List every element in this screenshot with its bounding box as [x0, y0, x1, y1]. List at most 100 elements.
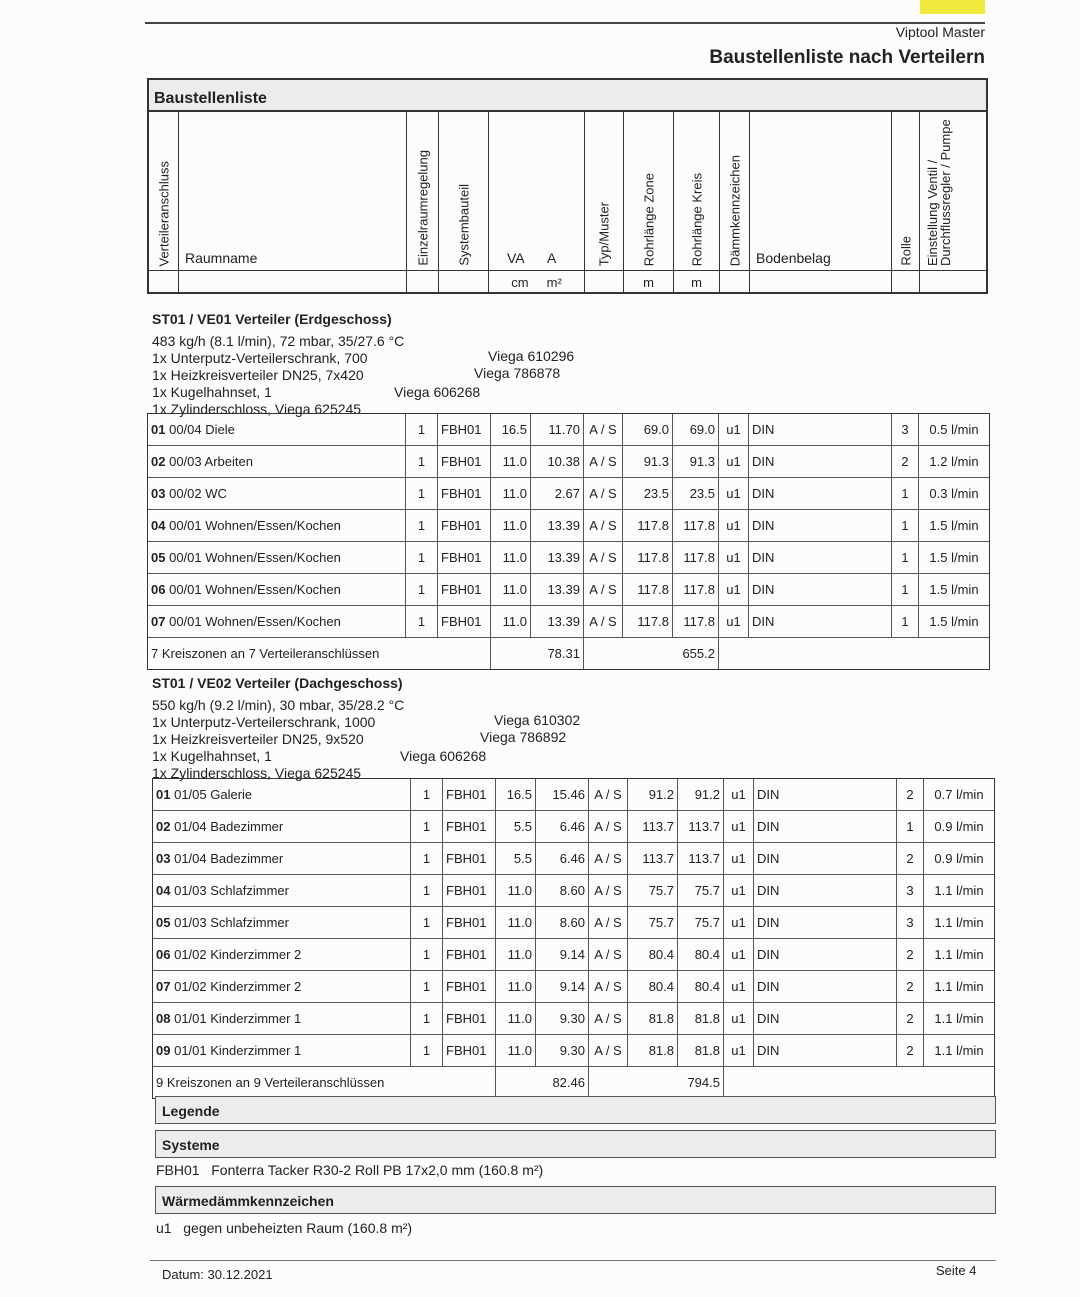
cell-va: 11.0 — [496, 1035, 536, 1066]
cell-rolle: 1 — [892, 478, 919, 509]
cell-erg: 1 — [406, 414, 438, 445]
cell-systembauteil: FBH01 — [438, 446, 491, 477]
cell-erg: 1 — [406, 510, 438, 541]
room-name: 00/03 Arbeiten — [169, 454, 253, 469]
cell-einstellung: 1.5 l/min — [929, 582, 979, 597]
cell-room: 09 01/01 Kinderzimmer 1 — [153, 1035, 411, 1066]
cell-rohr-kreis: 80.4 — [678, 971, 724, 1002]
cell-erg: 1 — [406, 542, 438, 573]
cell-einstellung: 1.1 l/min — [934, 1011, 984, 1026]
cell-va: 11.0 — [496, 971, 536, 1002]
cell-einstellung: 1.5 l/min — [929, 518, 979, 533]
circuit-number: 08 — [156, 1011, 171, 1026]
room-name: 00/01 Wohnen/Essen/Kochen — [169, 518, 341, 533]
divider — [150, 1260, 996, 1261]
circuit-number: 05 — [151, 550, 166, 565]
summary-row: 9 Kreiszonen an 9 Verteileranschlüssen 82… — [153, 1067, 994, 1098]
table-row: 07 00/01 Wohnen/Essen/Kochen 1 FBH01 11.0 13… — [148, 606, 989, 638]
circuit-number: 07 — [151, 614, 166, 629]
cell-area: 6.46 — [536, 811, 589, 842]
cell-rolle: 3 — [892, 414, 919, 445]
room-name: 00/04 Diele — [169, 422, 235, 437]
cell-room: 04 01/03 Schlafzimmer — [153, 875, 411, 906]
cell-rohr-zone: 113.7 — [628, 811, 678, 842]
col-rolle: Rolle — [898, 236, 913, 266]
room-name: 01/04 Badezimmer — [174, 819, 284, 834]
cell-systembauteil: FBH01 — [438, 414, 491, 445]
cell-daemm: u1 — [719, 414, 749, 445]
cell-room: 01 00/04 Diele — [148, 414, 406, 445]
cell-erg: 1 — [406, 446, 438, 477]
col-typ: Typ/Muster — [596, 201, 612, 266]
cell-bodenbelag: DIN — [754, 779, 897, 810]
component-ref: Viega 786892 — [480, 729, 567, 745]
cell-systembauteil: FBH01 — [443, 939, 496, 970]
component-item: 1x Heizkreisverteiler DN25, 9x520 — [152, 731, 364, 747]
cell-rohr-kreis: 117.8 — [673, 542, 719, 573]
summary-label: 9 Kreiszonen an 9 Verteileranschlüssen — [153, 1067, 496, 1098]
cell-bodenbelag: DIN — [749, 606, 892, 637]
cell-typ: A / S — [589, 939, 628, 970]
cell-area: 8.60 — [536, 875, 589, 906]
cell-einstellung: 1.5 l/min — [929, 614, 979, 629]
col-bodenbelag: Bodenbelag — [756, 250, 831, 266]
table-row: 03 00/02 WC 1 FBH01 11.0 2.67 A / S 23.5 23.5 u1… — [148, 478, 989, 510]
table-row: 08 01/01 Kinderzimmer 1 1 FBH01 11.0 9.30 A /… — [153, 1003, 994, 1035]
cell-room: 04 00/01 Wohnen/Essen/Kochen — [148, 510, 406, 541]
circuit-table: 01 01/05 Galerie 1 FBH01 16.5 15.46 A / S 91.2… — [152, 778, 995, 1099]
summary-length: 655.2 — [584, 638, 719, 669]
circuit-number: 09 — [156, 1043, 171, 1058]
cell-rohr-zone: 117.8 — [623, 510, 673, 541]
room-name: 01/02 Kinderzimmer 2 — [174, 979, 302, 994]
app-name: Viptool Master — [895, 24, 985, 40]
table-row: 04 01/03 Schlafzimmer 1 FBH01 11.0 8.60 A / S… — [153, 875, 994, 907]
table-row: 01 01/05 Galerie 1 FBH01 16.5 15.46 A / S 91.2… — [153, 779, 994, 811]
cell-erg: 1 — [411, 907, 443, 938]
unit-va: cm — [511, 275, 529, 290]
table-row: 02 01/04 Badezimmer 1 FBH01 5.5 6.46 A / S 113… — [153, 811, 994, 843]
cell-typ: A / S — [589, 843, 628, 874]
cell-systembauteil: FBH01 — [443, 843, 496, 874]
cell-einstellung: 1.1 l/min — [934, 883, 984, 898]
cell-rohr-kreis: 80.4 — [678, 939, 724, 970]
cell-bodenbelag: DIN — [754, 1035, 897, 1066]
system-description: Fonterra Tacker R30-2 Roll PB 17x2,0 mm … — [211, 1162, 544, 1178]
table-row: 04 00/01 Wohnen/Essen/Kochen 1 FBH01 11.0 13… — [148, 510, 989, 542]
cell-rohr-kreis: 69.0 — [673, 414, 719, 445]
cell-typ: A / S — [589, 971, 628, 1002]
cell-rohr-kreis: 81.8 — [678, 1003, 724, 1034]
cell-systembauteil: FBH01 — [443, 875, 496, 906]
table-row: 02 00/03 Arbeiten 1 FBH01 11.0 10.38 A / S 91.… — [148, 446, 989, 478]
cell-va: 11.0 — [496, 875, 536, 906]
cell-erg: 1 — [411, 1035, 443, 1066]
cell-area: 13.39 — [531, 542, 584, 573]
cell-bodenbelag: DIN — [749, 542, 892, 573]
room-name: 01/05 Galerie — [174, 787, 253, 802]
cell-rohr-zone: 80.4 — [628, 939, 678, 970]
cell-typ: A / S — [584, 542, 623, 573]
circuit-number: 01 — [156, 787, 171, 802]
cell-systembauteil: FBH01 — [443, 1003, 496, 1034]
cell-einstellung: 0.7 l/min — [934, 787, 984, 802]
table-row: 06 01/02 Kinderzimmer 2 1 FBH01 11.0 9.14 A /… — [153, 939, 994, 971]
cell-typ: A / S — [584, 574, 623, 605]
unit-zone: m — [624, 271, 674, 293]
cell-rohr-kreis: 117.8 — [673, 510, 719, 541]
cell-systembauteil: FBH01 — [443, 971, 496, 1002]
circuit-number: 02 — [151, 454, 166, 469]
cell-area: 9.14 — [536, 939, 589, 970]
table-row: 07 01/02 Kinderzimmer 2 1 FBH01 11.0 9.14 A /… — [153, 971, 994, 1003]
cell-einstellung: 1.1 l/min — [934, 1043, 984, 1058]
cell-rolle: 1 — [897, 811, 924, 842]
cell-rohr-zone: 75.7 — [628, 907, 678, 938]
component-item: 1x Unterputz-Verteilerschrank, 700 — [152, 350, 368, 366]
cell-systembauteil: FBH01 — [443, 779, 496, 810]
footer-page: Seite 4 — [936, 1263, 977, 1278]
circuit-number: 03 — [156, 851, 171, 866]
cell-rohr-zone: 81.8 — [628, 1035, 678, 1066]
cell-systembauteil: FBH01 — [438, 478, 491, 509]
component-ref: Viega 606268 — [400, 748, 487, 764]
col-systembauteil: Systembauteil — [456, 184, 471, 266]
summary-area: 78.31 — [491, 638, 584, 669]
